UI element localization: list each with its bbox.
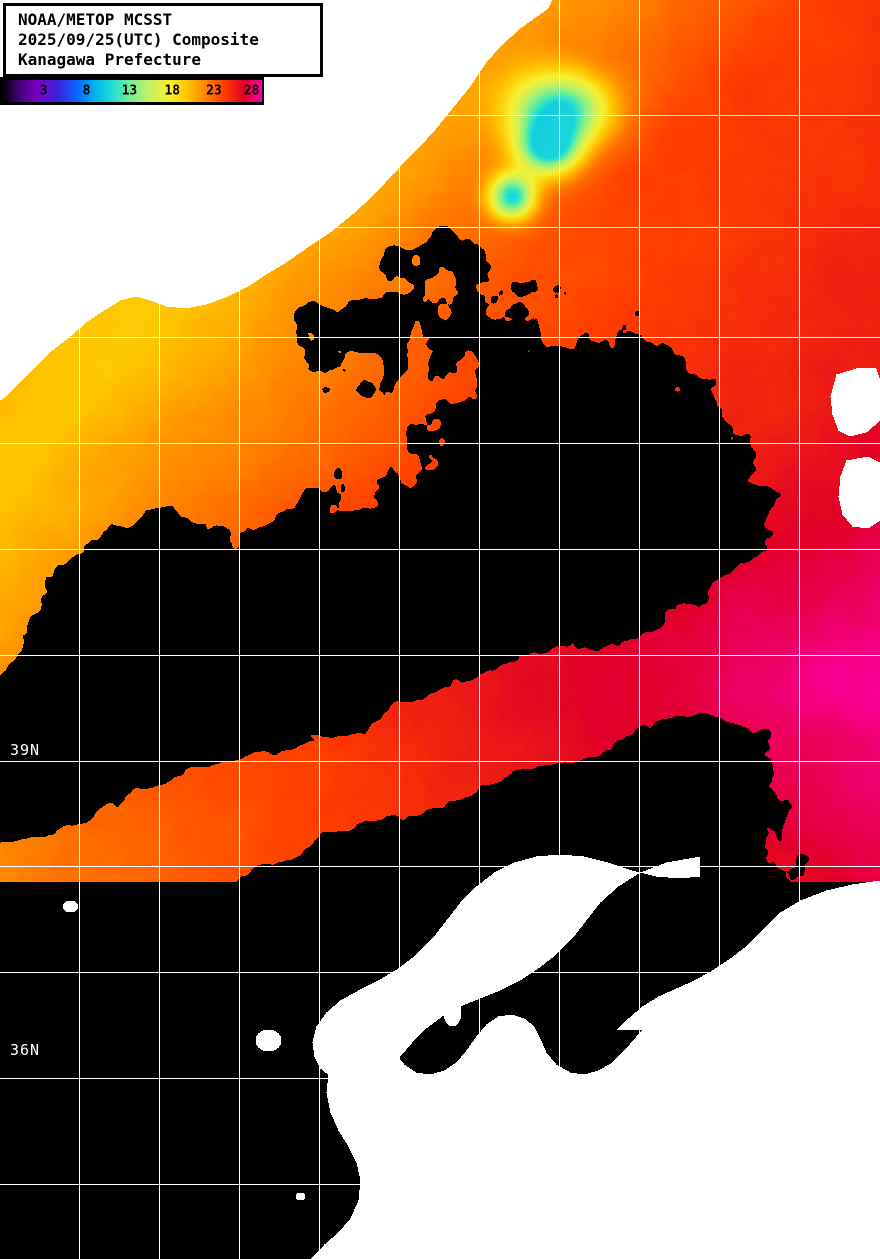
colorbar-tick-1: 8 — [82, 83, 91, 99]
title-line-datetime: 2025/09/25(UTC) Composite — [18, 30, 259, 49]
colorbar-tick-2: 13 — [121, 83, 138, 99]
colorbar-tick-3: 18 — [164, 83, 181, 99]
colorbar-tick-0: 3 — [39, 83, 48, 99]
title-line-dataset: NOAA/METOP MCSST — [18, 10, 173, 29]
colorbar-gradient: 3 8 13 18 23 28 — [2, 80, 262, 102]
title-box: NOAA/METOP MCSST 2025/09/25(UTC) Composi… — [3, 3, 323, 77]
title-line-region: Kanagawa Prefecture — [18, 50, 202, 69]
colorbar-tick-4: 23 — [206, 83, 222, 99]
colorbar: 3 8 13 18 23 28 — [0, 77, 264, 105]
colorbar-tick-5: 28 — [243, 83, 260, 99]
